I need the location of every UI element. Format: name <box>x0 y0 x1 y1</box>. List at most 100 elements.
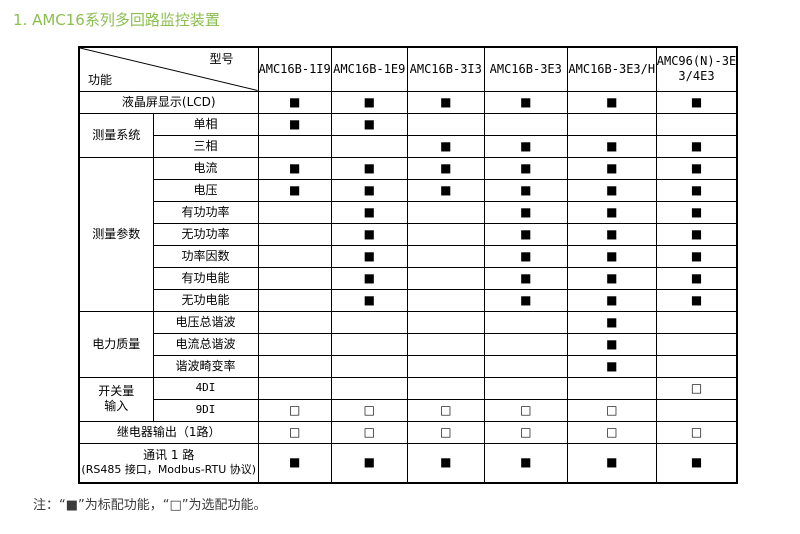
feature-cell: ■ <box>257 90 332 114</box>
feature-cell <box>257 376 332 400</box>
feature-cell: ■ <box>566 354 657 378</box>
feature-cell <box>330 376 408 400</box>
feature-cell: ■ <box>566 442 657 484</box>
feature-cell <box>257 200 332 224</box>
group-label: 电力质量 <box>78 310 154 378</box>
feature-cell: ■ <box>483 222 568 246</box>
table-row: 电流总谐波 ■ <box>79 332 738 356</box>
column-header-label: AMC16B-1E9 <box>333 61 406 76</box>
feature-cell: ■ <box>566 310 657 334</box>
feature-cell <box>330 332 408 356</box>
table-row: 继电器输出（1路） □ □ □ □ □ □ <box>78 420 738 444</box>
table-row: 测量系统 单相 ■ ■ <box>78 112 738 158</box>
group-label: 开关量 输入 <box>78 376 154 422</box>
row-label: 电压 <box>152 178 259 202</box>
row-label: 无功电能 <box>152 288 259 312</box>
feature-cell: ■ <box>655 244 738 268</box>
feature-cell: □ <box>483 398 568 422</box>
row-label-line1: 通讯 1 路 <box>143 448 195 463</box>
legend-note: 注：“■”为标配功能，“□”为选配功能。 <box>33 498 267 513</box>
table-row: 测量参数 电流 ■ ■ ■ ■ ■ ■ <box>78 156 738 312</box>
feature-cell: ■ <box>655 442 738 484</box>
row-label: 4DI <box>152 376 259 400</box>
row-label-line2: (RS485 接口，Modbus-RTU 协议) <box>81 463 257 477</box>
feature-cell: ■ <box>483 288 568 312</box>
page-title: 1. AMC16系列多回路监控装置 <box>13 11 220 29</box>
feature-cell: ■ <box>566 200 657 224</box>
feature-cell <box>483 354 568 378</box>
feature-cell: ■ <box>483 266 568 290</box>
feature-cell: □ <box>330 420 408 444</box>
feature-cell <box>655 398 738 422</box>
feature-cell <box>257 222 332 246</box>
feature-cell <box>406 200 485 224</box>
feature-cell: □ <box>566 398 657 422</box>
table-row: 有功电能 ■ ■ ■ ■ <box>79 266 738 290</box>
feature-cell: ■ <box>655 222 738 246</box>
feature-cell: □ <box>257 420 332 444</box>
table-row: 无功电能 ■ ■ ■ ■ <box>79 288 738 312</box>
feature-cell <box>406 266 485 290</box>
row-label: 电压总谐波 <box>152 310 259 334</box>
feature-cell <box>483 310 568 334</box>
feature-cell <box>257 354 332 378</box>
table-row: 电力质量 电压总谐波 ■ <box>78 310 738 378</box>
row-label: 9DI <box>152 398 259 422</box>
feature-cell: ■ <box>483 90 568 114</box>
feature-cell: ■ <box>566 244 657 268</box>
feature-cell: ■ <box>483 156 568 180</box>
group-label-line2: 输入 <box>104 399 129 413</box>
feature-cell: ■ <box>655 90 738 114</box>
feature-cell: ■ <box>257 112 332 136</box>
column-header-label: AMC16B-1I9 <box>258 61 331 76</box>
feature-cell <box>257 266 332 290</box>
feature-cell <box>257 332 332 356</box>
row-label: 谐波畸变率 <box>152 354 259 378</box>
feature-cell: ■ <box>655 288 738 312</box>
table-row: 有功功率 ■ ■ ■ ■ <box>79 200 738 224</box>
table-row: 谐波畸变率 ■ <box>79 354 738 378</box>
feature-cell: ■ <box>330 288 408 312</box>
feature-cell <box>406 310 485 334</box>
feature-cell: ■ <box>406 90 485 114</box>
feature-cell: ■ <box>330 90 408 114</box>
group-label: 测量参数 <box>78 156 154 312</box>
corner-header-cell: 型号 功能 <box>78 46 259 92</box>
feature-cell: ■ <box>655 134 738 158</box>
feature-cell <box>257 310 332 334</box>
table-row: 功率因数 ■ ■ ■ ■ <box>79 244 738 268</box>
feature-cell <box>257 244 332 268</box>
feature-cell <box>566 112 657 136</box>
feature-cell <box>483 112 568 136</box>
feature-cell: ■ <box>406 134 485 158</box>
row-label: 继电器输出（1路） <box>78 420 259 444</box>
feature-cell <box>655 112 738 136</box>
feature-cell: ■ <box>566 266 657 290</box>
feature-cell <box>406 332 485 356</box>
diagonal-line <box>80 48 257 90</box>
feature-cell: ■ <box>655 200 738 224</box>
feature-cell <box>483 376 568 400</box>
feature-cell <box>406 222 485 246</box>
feature-cell: □ <box>330 398 408 422</box>
feature-cell: ■ <box>566 90 657 114</box>
feature-cell: ■ <box>483 134 568 158</box>
feature-cell <box>406 376 485 400</box>
feature-cell: ■ <box>566 156 657 180</box>
column-header: AMC96(N)-3E 3/4E3 <box>655 46 738 92</box>
feature-cell: ■ <box>483 244 568 268</box>
feature-cell: ■ <box>406 442 485 484</box>
column-header-label: AMC16B-3E3/H <box>568 61 656 76</box>
feature-cell <box>330 354 408 378</box>
feature-cell: □ <box>655 420 738 444</box>
row-label: 无功功率 <box>152 222 259 246</box>
feature-cell <box>406 112 485 136</box>
feature-cell: ■ <box>655 266 738 290</box>
feature-cell <box>655 310 738 334</box>
column-header: AMC16B-1E9 <box>330 46 408 92</box>
feature-cell: ■ <box>566 332 657 356</box>
row-label: 有功电能 <box>152 266 259 290</box>
feature-cell: □ <box>566 420 657 444</box>
feature-cell <box>483 332 568 356</box>
group-label-line1: 开关量 <box>98 384 135 398</box>
